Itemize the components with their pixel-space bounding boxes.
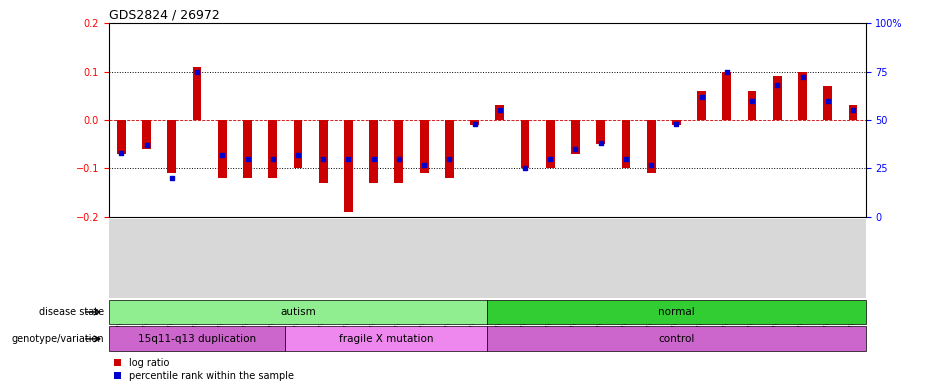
- Bar: [142, 120, 151, 149]
- Text: 15q11-q13 duplication: 15q11-q13 duplication: [138, 334, 256, 344]
- Bar: [394, 120, 403, 183]
- Point: [770, 82, 785, 88]
- Point: [694, 94, 710, 100]
- Point: [669, 121, 684, 127]
- Bar: [747, 91, 757, 120]
- Text: control: control: [658, 334, 694, 344]
- Point: [215, 152, 230, 158]
- Text: disease state: disease state: [39, 307, 104, 317]
- Point: [341, 156, 356, 162]
- Bar: [487, 326, 866, 351]
- Bar: [109, 300, 487, 324]
- Point: [568, 146, 583, 152]
- Point: [846, 107, 861, 113]
- Bar: [487, 300, 866, 324]
- Point: [517, 166, 533, 172]
- Point: [543, 156, 558, 162]
- Bar: [269, 120, 277, 178]
- Bar: [117, 120, 126, 154]
- Text: genotype/variation: genotype/variation: [11, 334, 104, 344]
- Bar: [773, 76, 781, 120]
- Point: [745, 98, 760, 104]
- Point: [165, 175, 180, 181]
- Point: [114, 150, 129, 156]
- Point: [290, 152, 306, 158]
- Text: normal: normal: [658, 307, 694, 317]
- Point: [643, 162, 658, 168]
- Point: [392, 156, 407, 162]
- Legend: log ratio, percentile rank within the sample: log ratio, percentile rank within the sa…: [114, 358, 294, 381]
- Bar: [849, 106, 857, 120]
- Text: GDS2824 / 26972: GDS2824 / 26972: [109, 9, 219, 22]
- Point: [189, 68, 204, 74]
- Bar: [672, 120, 681, 125]
- Point: [593, 140, 608, 146]
- Bar: [470, 120, 479, 125]
- Bar: [286, 326, 487, 351]
- Bar: [319, 120, 327, 183]
- Bar: [445, 120, 454, 178]
- Point: [416, 162, 431, 168]
- Bar: [420, 120, 429, 173]
- Point: [442, 156, 457, 162]
- Point: [619, 156, 634, 162]
- Point: [492, 107, 507, 113]
- Bar: [697, 91, 706, 120]
- Bar: [520, 120, 530, 169]
- Bar: [596, 120, 605, 144]
- Bar: [622, 120, 630, 169]
- Bar: [109, 326, 286, 351]
- Point: [316, 156, 331, 162]
- Point: [240, 156, 255, 162]
- Point: [795, 74, 810, 80]
- Bar: [344, 120, 353, 212]
- Bar: [243, 120, 252, 178]
- Bar: [218, 120, 227, 178]
- Bar: [167, 120, 176, 173]
- Bar: [193, 67, 201, 120]
- Point: [265, 156, 280, 162]
- Bar: [293, 120, 303, 169]
- Bar: [571, 120, 580, 154]
- Point: [139, 142, 154, 148]
- Point: [467, 121, 482, 127]
- Bar: [369, 120, 378, 183]
- Point: [820, 98, 835, 104]
- Bar: [798, 71, 807, 120]
- Bar: [723, 71, 731, 120]
- Text: autism: autism: [280, 307, 316, 317]
- Bar: [647, 120, 656, 173]
- Point: [719, 68, 734, 74]
- Text: fragile X mutation: fragile X mutation: [339, 334, 433, 344]
- Point: [366, 156, 381, 162]
- Bar: [496, 106, 504, 120]
- Bar: [823, 86, 832, 120]
- Bar: [546, 120, 554, 169]
